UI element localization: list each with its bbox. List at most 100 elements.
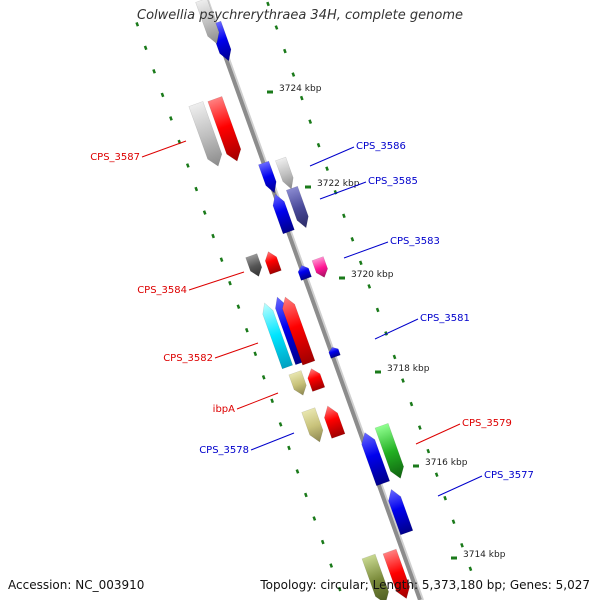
backbone-shadow — [207, 0, 424, 601]
gene-arrow — [264, 251, 282, 275]
tick-dot — [287, 445, 291, 451]
gene-arrow — [272, 193, 295, 235]
scale-tick-label: 3714 kbp — [463, 550, 506, 560]
gene-label-cps_3578: CPS_3578 — [199, 445, 249, 456]
gene-label-leader — [415, 423, 461, 445]
gene-arrow — [262, 302, 293, 370]
tick-dot — [304, 492, 308, 498]
gene-label-cps_3583: CPS_3583 — [390, 236, 440, 247]
gene-label-leader — [437, 475, 483, 497]
tick-dot — [358, 260, 363, 266]
gene-arrow — [361, 432, 391, 487]
tick-dot — [160, 92, 165, 98]
gene-label-cps_3577: CPS_3577 — [484, 470, 534, 481]
tick-dot — [291, 72, 296, 77]
tick-dot — [434, 472, 439, 477]
gene-arrow — [382, 548, 410, 599]
gene-label-cps_3581: CPS_3581 — [420, 313, 470, 324]
tick-dot — [426, 448, 431, 454]
tick-dot — [375, 307, 380, 313]
tick-dot — [342, 213, 346, 219]
tick-dot — [320, 539, 325, 545]
gene-label-leader — [374, 318, 419, 340]
tick-dot — [228, 280, 232, 286]
gene-label-leader — [236, 392, 279, 410]
tick-dot — [278, 422, 283, 427]
gene-label-leader — [309, 146, 355, 167]
tick-dot — [316, 142, 321, 148]
tick-dot — [236, 304, 241, 310]
tick-dot — [409, 401, 414, 407]
gene-arrow — [388, 488, 414, 536]
tick-dot — [299, 95, 304, 101]
tick-dot — [392, 354, 397, 360]
outer-tick-track-left — [266, 1, 473, 572]
tick-dot — [253, 351, 258, 357]
tick-dot — [337, 586, 342, 592]
tick-dot — [194, 186, 199, 192]
gene-arrow — [301, 407, 324, 443]
scale-tick-label: 3720 kbp — [351, 270, 394, 280]
tick-dot — [312, 516, 317, 521]
outer-tick-track-right — [135, 21, 342, 592]
scale-tick-label: 3716 kbp — [425, 458, 468, 468]
topology-text: Topology: circular; Length: 5,373,180 bp… — [260, 578, 590, 592]
scale-tick-label: 3722 kbp — [317, 179, 360, 189]
gene-label-cps_3579: CPS_3579 — [462, 418, 512, 429]
genome-backbone — [203, 0, 422, 601]
gene-arrow — [288, 370, 307, 396]
tick-dot — [401, 378, 405, 383]
tick-dot — [152, 69, 156, 74]
gene-arrow — [374, 422, 404, 479]
gene-arrow — [297, 265, 312, 281]
tick-dot — [308, 119, 313, 124]
tick-dot — [417, 425, 422, 430]
gene-arrow — [207, 96, 242, 162]
gene-label-cps_3584: CPS_3584 — [137, 285, 187, 296]
scale-tick-label: 3724 kbp — [279, 84, 322, 94]
tick-dot — [266, 1, 270, 7]
gene-arrow — [307, 368, 326, 392]
tick-dot — [143, 45, 148, 51]
gene-arrow — [258, 160, 277, 194]
tick-dot — [169, 116, 173, 121]
accession-text: Accession: NC_003910 — [8, 578, 145, 592]
gene-label-cps_3585: CPS_3585 — [368, 176, 418, 187]
gene-arrow — [195, 0, 220, 45]
tick-dot — [460, 542, 464, 548]
gene-label-cps_3587: CPS_3587 — [90, 152, 140, 163]
tick-dot — [274, 25, 279, 30]
gene-label-leader — [319, 181, 367, 200]
tick-dot — [295, 469, 300, 474]
gene-label-leader — [343, 241, 389, 259]
gene-label-leader — [250, 432, 295, 451]
gene-arrow — [245, 253, 263, 277]
tick-dot — [261, 375, 266, 380]
gene-arrow — [188, 101, 223, 167]
gene-arrow — [328, 347, 341, 359]
gene-arrow — [275, 156, 294, 190]
tick-dot — [283, 48, 287, 54]
tick-dot — [325, 166, 329, 172]
tick-dot — [185, 163, 190, 168]
tick-dot — [135, 21, 140, 27]
tick-dot — [367, 284, 372, 289]
tick-dot — [329, 563, 334, 568]
tick-dot — [350, 237, 355, 242]
gene-label-leader — [214, 342, 259, 359]
map-title: Colwellia psychrerythraea 34H, complete … — [137, 8, 463, 23]
gene-label-cps_3582: CPS_3582 — [163, 353, 213, 364]
tick-dot — [270, 398, 275, 404]
gene-arrow — [282, 296, 316, 366]
gene-label-ibpa: ibpA — [213, 404, 235, 415]
tick-dot — [443, 495, 447, 501]
tick-dot — [202, 210, 207, 215]
tick-dot — [245, 327, 249, 333]
tick-dot — [468, 566, 473, 572]
gene-arrow — [324, 405, 346, 439]
gene-arrow — [311, 256, 328, 278]
gene-arrow — [285, 185, 309, 229]
tick-dot — [211, 233, 215, 239]
gene-label-cps_3586: CPS_3586 — [356, 141, 406, 152]
